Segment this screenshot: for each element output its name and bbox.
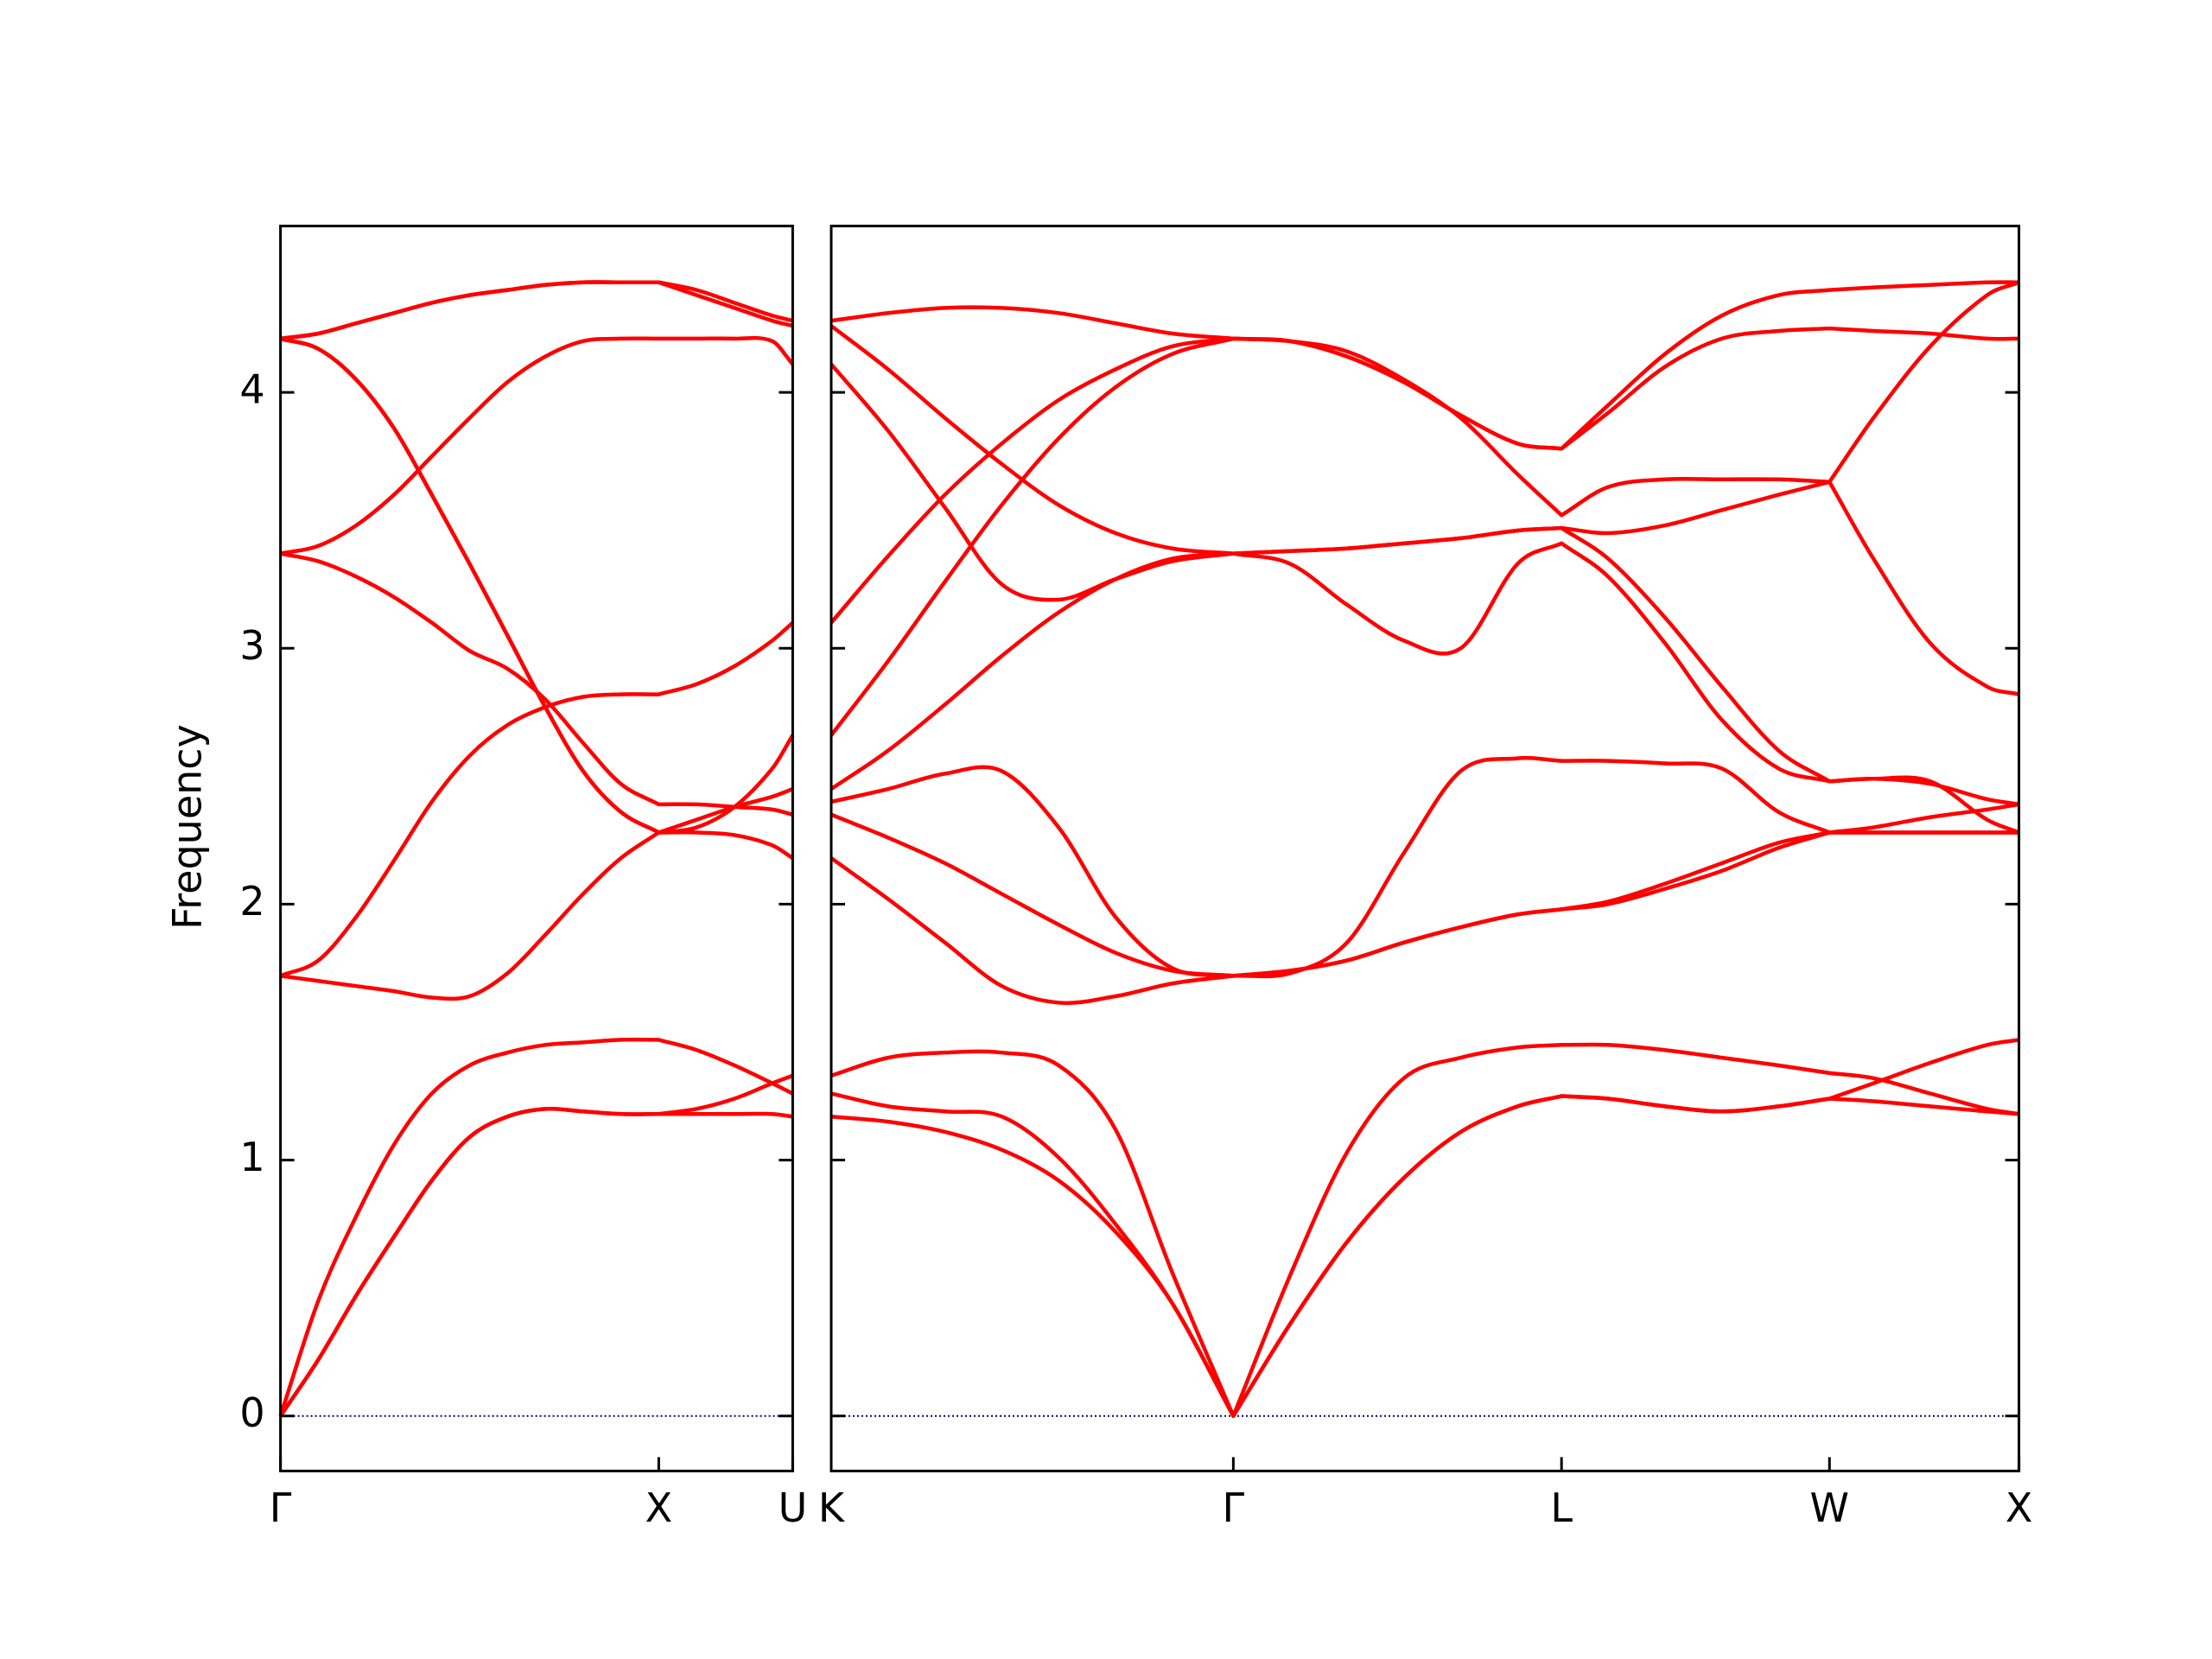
band-line [830, 280, 2020, 737]
x-tick-label: L [1550, 1484, 1573, 1531]
y-tick-label: 1 [239, 1134, 264, 1180]
y-axis-label: Frequency [164, 724, 211, 930]
x-tick-label: K [818, 1484, 846, 1531]
x-tick-label: X [2005, 1484, 2033, 1531]
band-line [280, 336, 794, 835]
plot-frame [279, 225, 794, 1472]
band-line [830, 812, 2019, 978]
band-line [280, 830, 794, 1001]
x-tick-label: X [645, 1484, 673, 1531]
x-tick-label: U [779, 1484, 808, 1531]
band-line [830, 324, 2020, 696]
x-tick-label: Γ [270, 1484, 292, 1531]
band-line [830, 280, 2019, 451]
band-line [280, 551, 793, 817]
band-line [830, 1094, 2019, 1418]
band-line [280, 280, 793, 341]
band-line [280, 335, 795, 556]
band-line [278, 1037, 794, 1417]
band-line [280, 280, 793, 341]
band-line [830, 830, 2019, 1006]
band-line [830, 363, 2020, 835]
band-line [830, 1042, 2019, 1418]
band-line [278, 1073, 794, 1417]
y-tick-label: 3 [239, 622, 264, 669]
band-line [830, 541, 2019, 807]
band-line [830, 755, 2019, 979]
band-line [830, 326, 2019, 625]
band-line [830, 1038, 2019, 1418]
band-line [278, 1106, 793, 1417]
plot-frame [830, 225, 2021, 1472]
x-tick-label: W [1810, 1484, 1849, 1531]
band-line [280, 336, 795, 835]
x-tick-label: Γ [1223, 1484, 1245, 1531]
y-tick-label: 4 [239, 366, 264, 413]
band-line [279, 620, 794, 978]
y-tick-label: 2 [239, 878, 264, 925]
y-tick-label: 0 [239, 1389, 264, 1436]
